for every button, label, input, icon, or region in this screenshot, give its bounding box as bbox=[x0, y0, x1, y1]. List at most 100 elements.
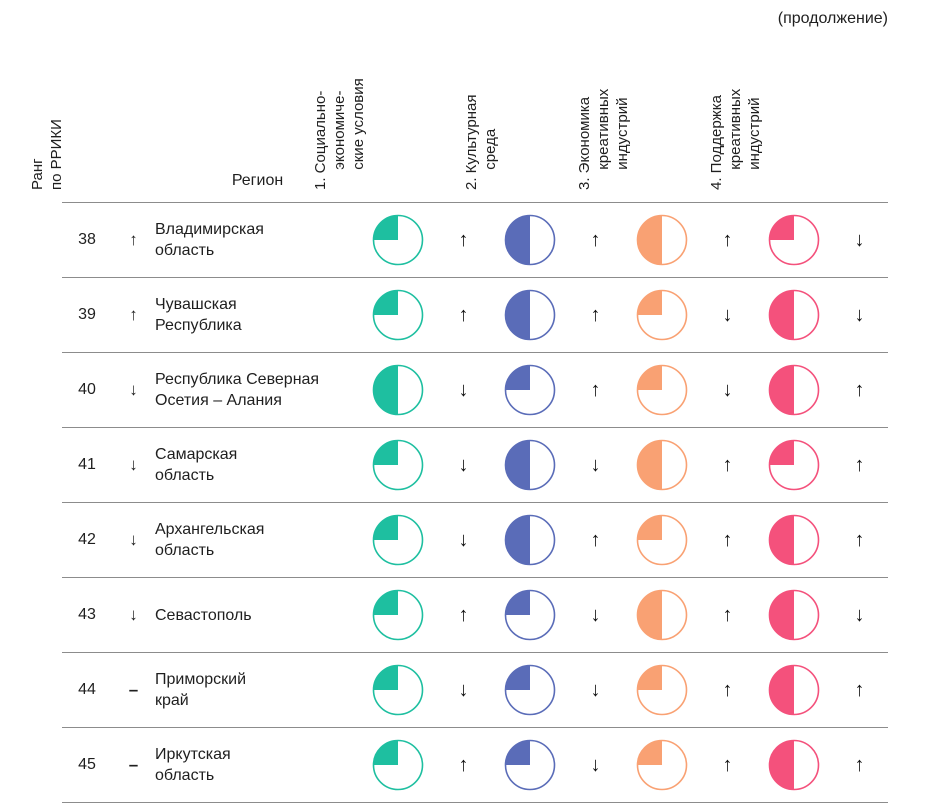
factor-2-trend-arrow: ↑ bbox=[590, 228, 601, 251]
table-row: 40 ↓ Республика Северная Осетия – Алания… bbox=[62, 352, 888, 427]
report-page: (продолжение) Ранг по РРИКИ Регион 1. Со… bbox=[0, 10, 928, 804]
rank-trend-arrow: ↓ bbox=[129, 455, 138, 474]
column-header-factor-1: 1. Социально- экономиче- ские условия bbox=[312, 78, 367, 190]
rank-trend-arrow: ↓ bbox=[129, 380, 138, 399]
region-name: Архангельская область bbox=[155, 521, 265, 559]
table-header: Ранг по РРИКИ Регион 1. Социально- эконо… bbox=[29, 30, 888, 202]
region-name: Чувашская Республика bbox=[155, 296, 242, 334]
rank-value: 44 bbox=[78, 681, 96, 698]
table-row: 45 – Иркутская область ↑ ↓ ↑ ↑ bbox=[62, 727, 888, 802]
factor-4-pie bbox=[756, 664, 831, 716]
factor-1-pie bbox=[360, 289, 435, 341]
rank-value: 43 bbox=[78, 606, 96, 623]
column-header-rank: Ранг по РРИКИ bbox=[29, 119, 65, 190]
factor-1-pie bbox=[360, 514, 435, 566]
factor-4-trend-arrow: ↓ bbox=[854, 603, 865, 626]
factor-4-trend-arrow: ↓ bbox=[854, 228, 865, 251]
factor-1-pie bbox=[360, 439, 435, 491]
factor-2-pie bbox=[492, 214, 567, 266]
factor-4-pie bbox=[756, 364, 831, 416]
factor-4-pie bbox=[756, 589, 831, 641]
rank-trend-arrow: ↑ bbox=[129, 305, 138, 324]
table-row: 42 ↓ Архангельская область ↓ ↑ ↑ ↑ bbox=[62, 502, 888, 577]
rank-trend-arrow: ↑ bbox=[129, 230, 138, 249]
table-row: 41 ↓ Самарская область ↓ ↓ ↑ ↑ bbox=[62, 427, 888, 502]
factor-4-trend-arrow: ↑ bbox=[854, 678, 865, 701]
continuation-label: (продолжение) bbox=[777, 10, 888, 27]
header-cell-factor-3: 3. Экономика креативных индустрий bbox=[576, 30, 699, 202]
factor-3-trend-arrow: ↑ bbox=[722, 228, 733, 251]
factor-2-pie bbox=[492, 589, 567, 641]
factor-2-pie bbox=[492, 514, 567, 566]
header-cell-factor-1: 1. Социально- экономиче- ские условия bbox=[312, 30, 435, 202]
rank-trend-arrow: – bbox=[128, 680, 139, 699]
rank-value: 42 bbox=[78, 531, 96, 548]
factor-3-trend-arrow: ↑ bbox=[722, 753, 733, 776]
factor-4-pie bbox=[756, 214, 831, 266]
factor-3-pie bbox=[624, 439, 699, 491]
factor-3-pie bbox=[624, 664, 699, 716]
factor-1-trend-arrow: ↑ bbox=[458, 228, 469, 251]
table-row: 38 ↑ Владимирская область ↑ ↑ ↑ ↓ bbox=[62, 202, 888, 277]
rank-value: 38 bbox=[78, 231, 96, 248]
column-header-factor-4: 4. Поддержка креативных индустрий bbox=[708, 88, 763, 190]
column-header-factor-2: 2. Культурная среда bbox=[463, 94, 499, 190]
region-name: Севастополь bbox=[155, 606, 252, 624]
table-row: 39 ↑ Чувашская Республика ↑ ↑ ↓ ↓ bbox=[62, 277, 888, 352]
rank-value: 40 bbox=[78, 381, 96, 398]
factor-4-pie bbox=[756, 289, 831, 341]
header-cell-factor-4: 4. Поддержка креативных индустрий bbox=[708, 30, 831, 202]
factor-4-pie bbox=[756, 514, 831, 566]
header-cell-rank: Ранг по РРИКИ bbox=[29, 30, 112, 202]
factor-4-pie bbox=[756, 739, 831, 791]
factor-1-pie bbox=[360, 664, 435, 716]
factor-4-pie bbox=[756, 439, 831, 491]
factor-3-pie bbox=[624, 589, 699, 641]
factor-2-trend-arrow: ↓ bbox=[590, 753, 601, 776]
rank-value: 45 bbox=[78, 756, 96, 773]
factor-3-trend-arrow: ↑ bbox=[722, 528, 733, 551]
factor-3-pie bbox=[624, 289, 699, 341]
factor-3-pie bbox=[624, 364, 699, 416]
factor-3-trend-arrow: ↓ bbox=[722, 378, 733, 401]
table-body: 38 ↑ Владимирская область ↑ ↑ ↑ ↓ 39 ↑ Чува… bbox=[62, 202, 888, 803]
factor-2-trend-arrow: ↓ bbox=[590, 603, 601, 626]
factor-3-pie bbox=[624, 514, 699, 566]
rank-trend-arrow: ↓ bbox=[129, 530, 138, 549]
factor-4-trend-arrow: ↑ bbox=[854, 528, 865, 551]
header-cell-rank-trend bbox=[112, 30, 155, 202]
header-cell-factor-2: 2. Культурная среда bbox=[463, 30, 567, 202]
factor-1-trend-arrow: ↓ bbox=[458, 528, 469, 551]
column-header-factor-3: 3. Экономика креативных индустрий bbox=[576, 88, 631, 190]
factor-1-trend-arrow: ↑ bbox=[458, 603, 469, 626]
table-row: 43 ↓ Севастополь ↑ ↓ ↑ ↓ bbox=[62, 577, 888, 652]
factor-2-pie bbox=[492, 364, 567, 416]
factor-1-pie bbox=[360, 589, 435, 641]
factor-2-pie bbox=[492, 439, 567, 491]
region-name: Владимирская область bbox=[155, 221, 264, 259]
factor-2-pie bbox=[492, 664, 567, 716]
factor-1-trend-arrow: ↑ bbox=[458, 753, 469, 776]
rank-value: 39 bbox=[78, 306, 96, 323]
factor-4-trend-arrow: ↑ bbox=[854, 378, 865, 401]
factor-1-pie bbox=[360, 214, 435, 266]
factor-1-pie bbox=[360, 739, 435, 791]
factor-2-pie bbox=[492, 739, 567, 791]
factor-2-trend-arrow: ↑ bbox=[590, 378, 601, 401]
column-header-region: Регион bbox=[231, 172, 284, 189]
factor-2-pie bbox=[492, 289, 567, 341]
factor-3-trend-arrow: ↑ bbox=[722, 678, 733, 701]
region-name: Приморский край bbox=[155, 671, 247, 709]
factor-1-trend-arrow: ↓ bbox=[458, 678, 469, 701]
region-name: Самарская область bbox=[155, 446, 238, 484]
table-row: 44 – Приморский край ↓ ↓ ↑ ↑ bbox=[62, 652, 888, 727]
factor-3-trend-arrow: ↑ bbox=[722, 603, 733, 626]
factor-2-trend-arrow: ↓ bbox=[590, 678, 601, 701]
factor-3-pie bbox=[624, 739, 699, 791]
factor-4-trend-arrow: ↑ bbox=[854, 453, 865, 476]
factor-2-trend-arrow: ↑ bbox=[590, 303, 601, 326]
factor-3-pie bbox=[624, 214, 699, 266]
factor-1-trend-arrow: ↓ bbox=[458, 378, 469, 401]
factor-4-trend-arrow: ↓ bbox=[854, 303, 865, 326]
region-name: Иркутская область bbox=[155, 746, 231, 784]
